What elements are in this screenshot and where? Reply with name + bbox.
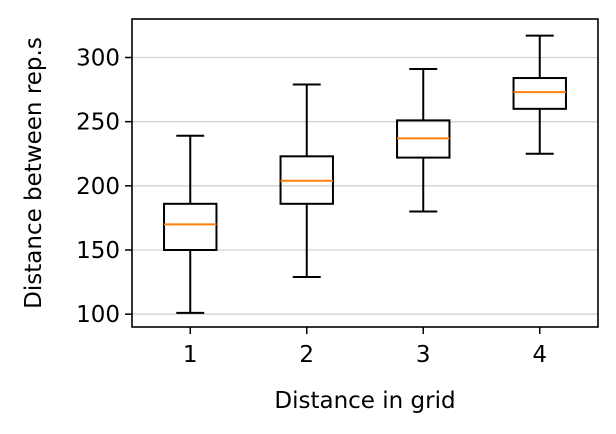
box-3 xyxy=(396,68,451,213)
x-tick-label-3: 3 xyxy=(416,342,431,368)
box-1 xyxy=(163,134,218,314)
x-tick-label-4: 4 xyxy=(532,342,547,368)
axis-ticks: 100 150 200 250 300 1 2 3 4 xyxy=(76,46,547,369)
grid-lines xyxy=(132,56,598,315)
x-axis-label: Distance in grid xyxy=(274,388,455,414)
iqr-box-1 xyxy=(163,202,218,252)
plot-area-frame xyxy=(131,18,599,328)
y-tick-label-300: 300 xyxy=(76,46,120,72)
x-tick-label-2: 2 xyxy=(299,342,314,368)
y-tick-label-250: 250 xyxy=(76,110,120,136)
y-tick-label-200: 200 xyxy=(76,174,120,200)
y-axis-label: Distance between rep.s xyxy=(21,37,47,309)
box-4 xyxy=(512,34,567,155)
y-tick-label-150: 150 xyxy=(76,238,120,264)
box-series xyxy=(163,34,567,314)
x-tick-label-1: 1 xyxy=(183,342,198,368)
box-2 xyxy=(279,83,334,278)
iqr-box-4 xyxy=(512,77,567,110)
y-tick-label-100: 100 xyxy=(76,302,120,328)
